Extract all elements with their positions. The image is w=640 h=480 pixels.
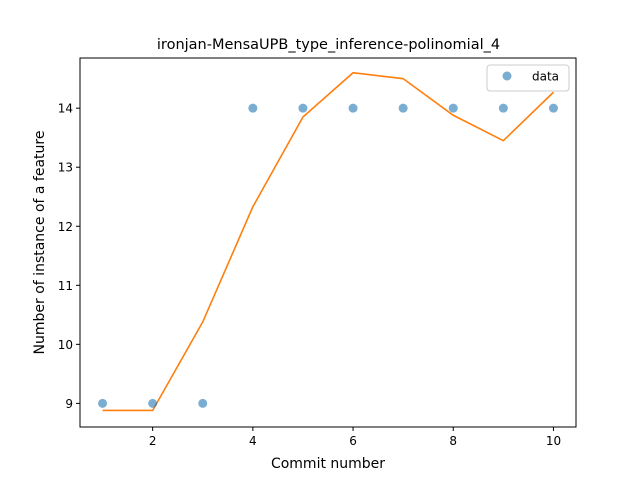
x-axis-label: Commit number — [271, 456, 385, 472]
y-tick-label: 12 — [58, 220, 73, 234]
data-point — [398, 103, 408, 113]
x-tick-label: 2 — [149, 434, 157, 448]
x-tick-label: 10 — [546, 434, 561, 448]
fit-line — [102, 71, 555, 412]
y-axis-label: Number of instance of a feature — [32, 131, 48, 355]
legend-marker — [502, 71, 512, 81]
y-tick-label: 13 — [58, 161, 73, 175]
legend-frame — [486, 64, 570, 92]
y-tick-label: 10 — [58, 338, 73, 352]
y-tick-label: 14 — [58, 102, 73, 116]
x-tick-label: 4 — [249, 434, 257, 448]
y-axis: 9 10 11 12 13 14 — [58, 102, 80, 411]
data-point — [198, 398, 208, 408]
legend: data — [486, 64, 570, 92]
x-axis: 2 4 6 8 10 — [149, 427, 561, 448]
x-tick-label: 6 — [349, 434, 357, 448]
data-point — [348, 103, 358, 113]
legend-label: data — [532, 70, 559, 84]
data-point — [448, 103, 458, 113]
y-tick-label: 9 — [65, 397, 73, 411]
plot-area — [98, 71, 558, 412]
data-point — [548, 103, 558, 113]
chart-title: ironjan-MensaUPB_type_inference-polinomi… — [157, 37, 500, 53]
data-point — [498, 103, 508, 113]
x-tick-label: 8 — [449, 434, 457, 448]
data-point — [98, 398, 108, 408]
data-point — [298, 103, 308, 113]
plot-frame — [79, 57, 577, 428]
data-point — [148, 398, 158, 408]
y-tick-label: 11 — [58, 279, 73, 293]
data-point — [248, 103, 258, 113]
